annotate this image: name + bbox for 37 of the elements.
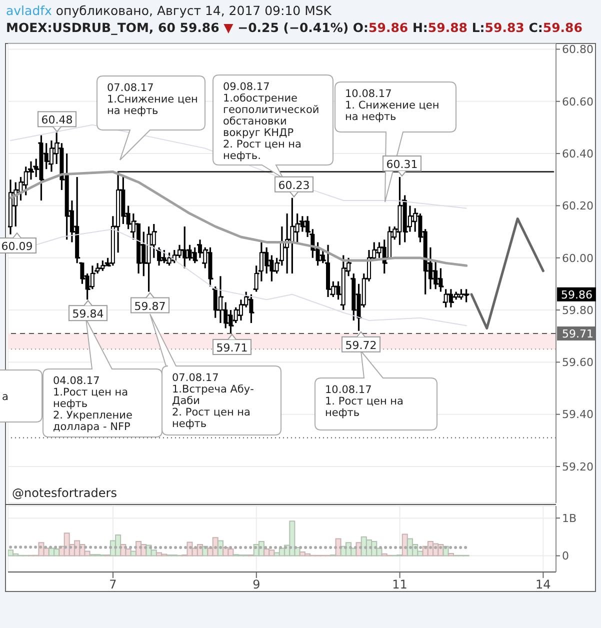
annotation: 59.86: [561, 288, 592, 302]
annotation: 59.71: [216, 341, 248, 354]
annotation: 59.84: [72, 308, 104, 321]
y-tick-label: 59.60: [562, 356, 594, 370]
annotation: 10.08.17 1. Снижение цен на нефть: [345, 88, 440, 123]
chart-title: avladfx опубликовано, Август 14, 2017 09:10 MSK: [6, 3, 333, 18]
x-tick-label: 11: [392, 578, 408, 592]
y-tick-label: 60.00: [562, 252, 594, 265]
y-tick-label: 60.20: [562, 200, 594, 213]
y-tick-label: 60.60: [562, 95, 594, 108]
annotation: 59.72: [345, 338, 377, 352]
annotation: 60.31: [386, 158, 418, 172]
text: MOEX:USDRUB_TOM, 60 59.86 ▼ −0.25 (−0.41%) O:59.86 H:59.88 L:59.83 C:59.86: [6, 20, 582, 35]
y-tick-label: 60.40: [562, 147, 594, 160]
y-tick-label: 59.80: [562, 304, 594, 317]
y-tick-label: 60.80: [562, 43, 594, 56]
annotation: 07.08.17 1.Снижение цен на нефть: [107, 82, 198, 117]
annotation: 60.09: [1, 240, 33, 253]
annotation: 60.23: [278, 178, 310, 192]
y-tick-label: 0: [562, 550, 569, 563]
annotation: 07.08.17 1.Встреча Абу- Даби 2. Рост цен на нефть: [172, 372, 254, 430]
x-tick-label: 9: [252, 578, 260, 592]
y-tick-label: 59.40: [562, 408, 594, 422]
annotation: 10.08.17 1. Рост цен на нефть: [325, 384, 404, 419]
annotation: 60.48: [41, 114, 73, 127]
ref-line-label: 59.71: [562, 327, 594, 340]
y-tick-label: 59.20: [562, 460, 594, 474]
annotation: @notesfortraders: [12, 486, 117, 500]
x-tick-label: 7: [109, 578, 117, 592]
annotation: а: [2, 391, 8, 403]
annotation: 09.08.17 1.обострение геополитической обстановки вокруг КНДР 2. Рост цен на нефть.: [223, 81, 320, 162]
bar: [448, 553, 454, 556]
annotation: 59.87: [134, 300, 166, 313]
y-tick-label: 1B: [562, 512, 577, 525]
annotation: 04.08.17 1.Рост цен на нефть 2. Укрепление доллара - NFP: [53, 375, 132, 433]
x-tick-label: 14: [536, 578, 551, 592]
line-series: [470, 217, 544, 330]
